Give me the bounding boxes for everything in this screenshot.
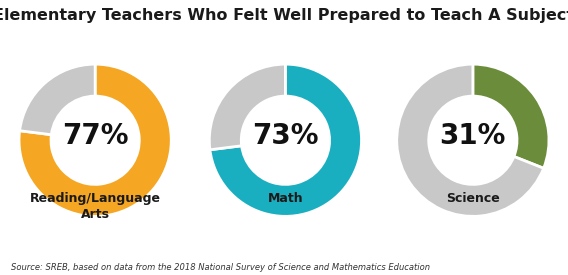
Text: Science: Science [446,192,500,205]
Text: Math: Math [268,192,303,205]
Wedge shape [19,64,172,216]
Text: Reading/Language
Arts: Reading/Language Arts [30,192,161,221]
Text: 31%: 31% [440,122,506,150]
Wedge shape [397,64,544,216]
Wedge shape [473,64,549,168]
Wedge shape [210,64,286,150]
Text: 77%: 77% [62,122,128,150]
Wedge shape [20,64,95,135]
Wedge shape [210,64,361,216]
Text: 73%: 73% [252,122,319,150]
Text: Elementary Teachers Who Felt Well Prepared to Teach A Subject: Elementary Teachers Who Felt Well Prepar… [0,8,568,23]
Text: Source: SREB, based on data from the 2018 National Survey of Science and Mathema: Source: SREB, based on data from the 201… [11,263,431,272]
